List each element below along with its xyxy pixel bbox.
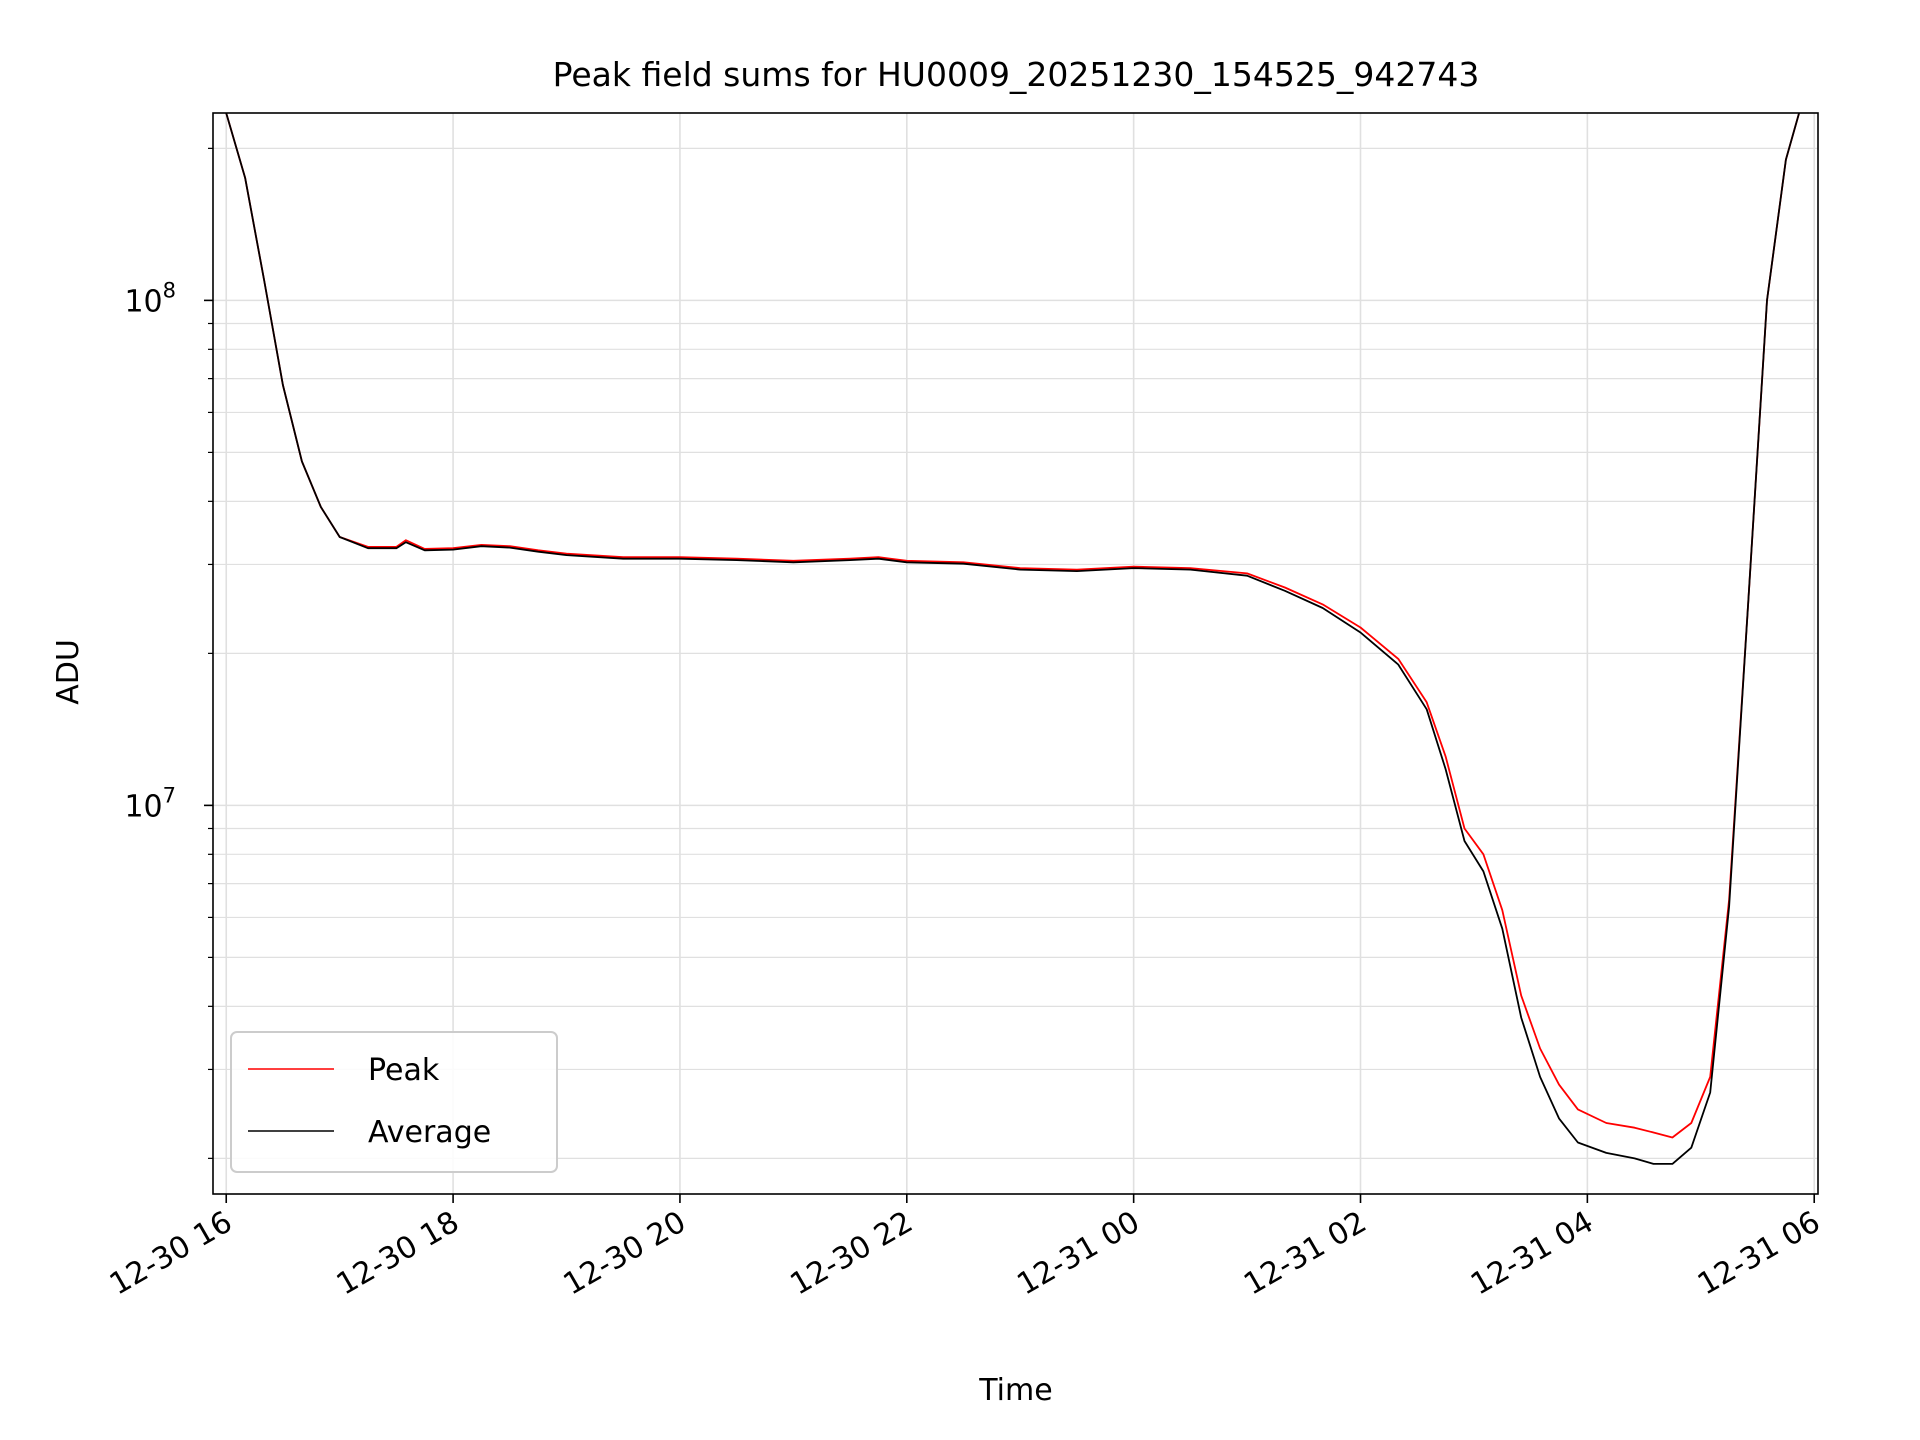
legend-peak-label: Peak — [368, 1053, 440, 1088]
chart-title: Peak field sums for HU0009_20251230_1545… — [553, 55, 1480, 94]
legend: Peak Average — [230, 1031, 558, 1173]
grid — [213, 113, 1818, 1194]
series-peak-line — [225, 113, 1800, 1139]
legend-average-label: Average — [368, 1115, 491, 1150]
series-lines — [225, 113, 1800, 1165]
y-axis-label: ADU — [51, 639, 86, 705]
series-average-line — [225, 113, 1800, 1165]
x-axis-label: Time — [978, 1373, 1052, 1408]
legend-box — [230, 1031, 558, 1173]
